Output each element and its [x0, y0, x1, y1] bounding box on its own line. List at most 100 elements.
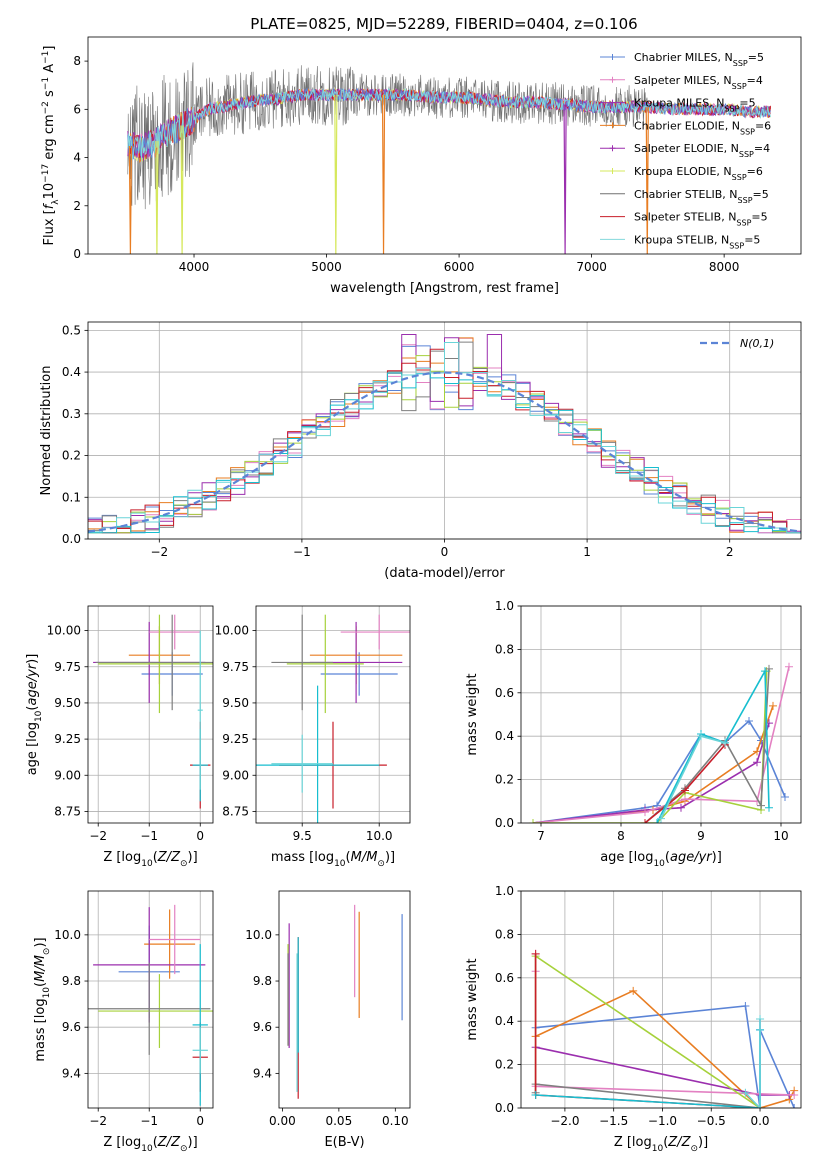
- data-point-marker: [641, 819, 649, 823]
- spectrum-dip: [334, 94, 338, 254]
- spectrum-dip: [563, 104, 567, 254]
- axes-frame: [87, 36, 802, 255]
- residual-histogram-plot: −2 −1 0 1 2 0.0 0.1 0.2 0.3 0.4 0.5 (data-model)/er…: [39, 321, 802, 581]
- x-axis-label: wavelength [Angstrom, rest frame]: [330, 281, 559, 296]
- y-axis-label: age [log10(age/yr)]: [25, 654, 44, 776]
- y-tick-label: 0.4: [62, 365, 81, 379]
- axes-frame: [255, 605, 411, 824]
- plot-area: [88, 904, 213, 1106]
- y-tick-label: 0.2: [495, 1058, 514, 1072]
- y-tick-label: 9.4: [62, 1066, 81, 1080]
- x-tick-label: 7: [537, 829, 545, 843]
- y-tick-label: 0.6: [495, 971, 514, 985]
- legend: Chabrier MILES, NSSP=5 Salpeter MILES, NS…: [600, 51, 771, 250]
- mass-vs-metallicity-plot: −2 −1 0 9.4 9.6 9.8 10.0 Z [log10(Z/Z⊙)] mass [l…: [33, 890, 214, 1154]
- y-tick-label: 10.0: [245, 928, 272, 942]
- y-tick-label: 0.0: [62, 532, 81, 546]
- data-point-marker: [677, 803, 685, 812]
- y-tick-label: 9.25: [222, 732, 249, 746]
- spectrum-dip: [645, 107, 649, 254]
- data-point-marker: [721, 738, 729, 747]
- x-tick-label: 7000: [576, 260, 607, 274]
- plot-area: [529, 662, 793, 823]
- y-tick-label: 9.6: [62, 1020, 81, 1034]
- mass-weight-line: [534, 954, 761, 1108]
- grid: [256, 606, 410, 823]
- y-tick-label: 9.8: [253, 974, 272, 988]
- y-axis-label: mass weight: [465, 958, 480, 1040]
- x-tick-label: 0.0: [750, 1114, 769, 1128]
- y-axis-label: mass [log10(M/M⊙)]: [33, 937, 52, 1061]
- y-tick-label: 0.2: [495, 773, 514, 787]
- mass-weight-line: [644, 744, 726, 823]
- x-tick-label: 9.5: [293, 829, 312, 843]
- y-tick-label: 9.50: [54, 696, 81, 710]
- y-tick-label: 10.00: [47, 624, 81, 638]
- massweight-vs-age-plot: 7 8 9 10 0.0 0.2 0.4 0.6 0.8 1.0 age [log10(age/yr…: [465, 599, 802, 869]
- data-point-marker: [629, 986, 638, 995]
- x-tick-label: −1: [140, 1114, 158, 1128]
- data-point-marker: [657, 814, 665, 823]
- x-tick-label: 10: [773, 829, 788, 843]
- spectrum-dip: [155, 141, 159, 254]
- y-tick-label: 0.6: [495, 686, 514, 700]
- x-tick-label: −2.0: [550, 1114, 579, 1128]
- data-point-marker: [769, 701, 777, 710]
- data-point-marker: [641, 808, 649, 817]
- plot-area: [287, 904, 403, 1099]
- y-tick-label: 0.4: [495, 729, 514, 743]
- y-tick-label: 9.00: [54, 768, 81, 782]
- figure-title: PLATE=0825, MJD=52289, FIBERID=0404, z=0…: [250, 15, 637, 33]
- x-axis-label: mass [log10(M/M⊙)]: [271, 850, 395, 869]
- mass-weight-line: [532, 722, 770, 823]
- y-tick-label: 0.3: [62, 407, 81, 421]
- y-axis-label: Normed distribution: [39, 366, 54, 496]
- y-tick-label: 0.2: [62, 449, 81, 463]
- y-tick-label: 0.8: [495, 927, 514, 941]
- data-point-marker: [785, 662, 793, 671]
- legend-label: Chabrier MILES, NSSP=5: [634, 51, 764, 68]
- spectrum-dip: [381, 94, 386, 254]
- y-tick-label: 2: [73, 199, 81, 213]
- age-vs-mass-plot: 9.5 10.0 8.75 9.00 9.25 9.50 9.75 10.00 mass [lo…: [215, 605, 411, 869]
- massweight-vs-metallicity-plot: −2.0 −1.5 −1.0 −0.5 0.0 0.0 0.2 0.4 0.6 0.8 1.0 Z […: [465, 884, 802, 1154]
- plot-area: [93, 614, 213, 809]
- y-tick-label: 9.8: [62, 974, 81, 988]
- x-axis-label: Z [log10(Z/Z⊙)]: [103, 1135, 197, 1154]
- x-tick-label: −1.0: [648, 1114, 677, 1128]
- x-tick-label: −1.5: [599, 1114, 628, 1128]
- mass-vs-ebv-plot: 0.00 0.05 0.10 9.4 9.6 9.8 10.0 E(B-V): [245, 890, 411, 1150]
- data-point-marker: [790, 1090, 799, 1099]
- x-tick-label: 0: [196, 829, 204, 843]
- y-tick-label: 9.4: [253, 1066, 272, 1080]
- legend-label: Salpeter STELIB, NSSP=5: [634, 211, 768, 228]
- x-tick-label: 0.00: [269, 1114, 296, 1128]
- data-point-marker: [531, 949, 540, 958]
- y-tick-label: 0.4: [495, 1014, 514, 1028]
- grid: [521, 890, 801, 1109]
- data-point-marker: [756, 1104, 765, 1108]
- data-point-marker: [790, 1104, 799, 1108]
- plot-area: [256, 614, 410, 823]
- age-vs-metallicity-plot: −2 −1 0 8.75 9.00 9.25 9.50 9.75 10.00 Z [log10(Z…: [25, 605, 214, 869]
- y-tick-label: 0.1: [62, 490, 81, 504]
- spectrum-dip: [128, 145, 133, 254]
- data-point-marker: [753, 758, 761, 767]
- y-tick-label: 6: [73, 102, 81, 116]
- x-tick-label: 6000: [444, 260, 475, 274]
- legend-label: Salpeter MILES, NSSP=4: [634, 74, 763, 91]
- data-point-marker: [756, 1015, 765, 1024]
- legend-label: N(0,1): [740, 337, 774, 350]
- y-tick-label: 0.0: [495, 1101, 514, 1115]
- spectrum-dip: [180, 125, 184, 254]
- histogram-steps: [88, 372, 801, 534]
- legend-marker: [609, 122, 616, 129]
- legend-label: Salpeter ELODIE, NSSP=4: [634, 142, 770, 159]
- normal-curve: [88, 371, 801, 533]
- x-axis-label: age [log10(age/yr)]: [600, 850, 722, 869]
- data-point-marker: [529, 819, 537, 823]
- mass-weight-line: [744, 1019, 761, 1108]
- data-point-marker: [681, 786, 689, 795]
- y-tick-label: 9.75: [54, 660, 81, 674]
- legend-label: Kroupa STELIB, NSSP=5: [634, 233, 760, 250]
